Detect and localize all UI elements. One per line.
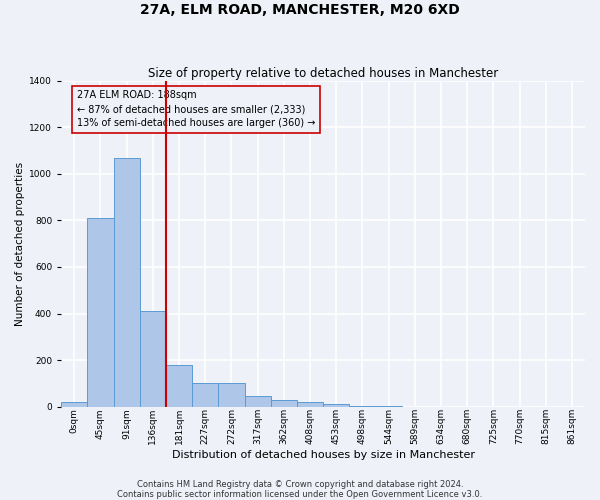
Bar (61, 402, 88, 406)
X-axis label: Distribution of detached houses by size in Manchester: Distribution of detached houses by size … (172, 450, 475, 460)
Text: 27A ELM ROAD: 188sqm
← 87% of detached houses are smaller (2,333)
13% of semi-de: 27A ELM ROAD: 188sqm ← 87% of detached h… (77, 90, 315, 128)
Title: Size of property relative to detached houses in Manchester: Size of property relative to detached ho… (148, 66, 498, 80)
Text: 27A, ELM ROAD, MANCHESTER, M20 6XD: 27A, ELM ROAD, MANCHESTER, M20 6XD (140, 2, 460, 16)
Bar (245, 396, 271, 406)
Bar (113, 158, 140, 406)
Bar (166, 365, 192, 406)
Bar (88, 218, 113, 406)
Bar (297, 402, 323, 406)
Y-axis label: Number of detached properties: Number of detached properties (15, 162, 25, 326)
Bar (323, 404, 349, 406)
Bar (192, 384, 218, 406)
Bar (218, 384, 245, 406)
Bar (140, 311, 166, 406)
Bar (271, 400, 297, 406)
Text: Contains HM Land Registry data © Crown copyright and database right 2024.
Contai: Contains HM Land Registry data © Crown c… (118, 480, 482, 499)
